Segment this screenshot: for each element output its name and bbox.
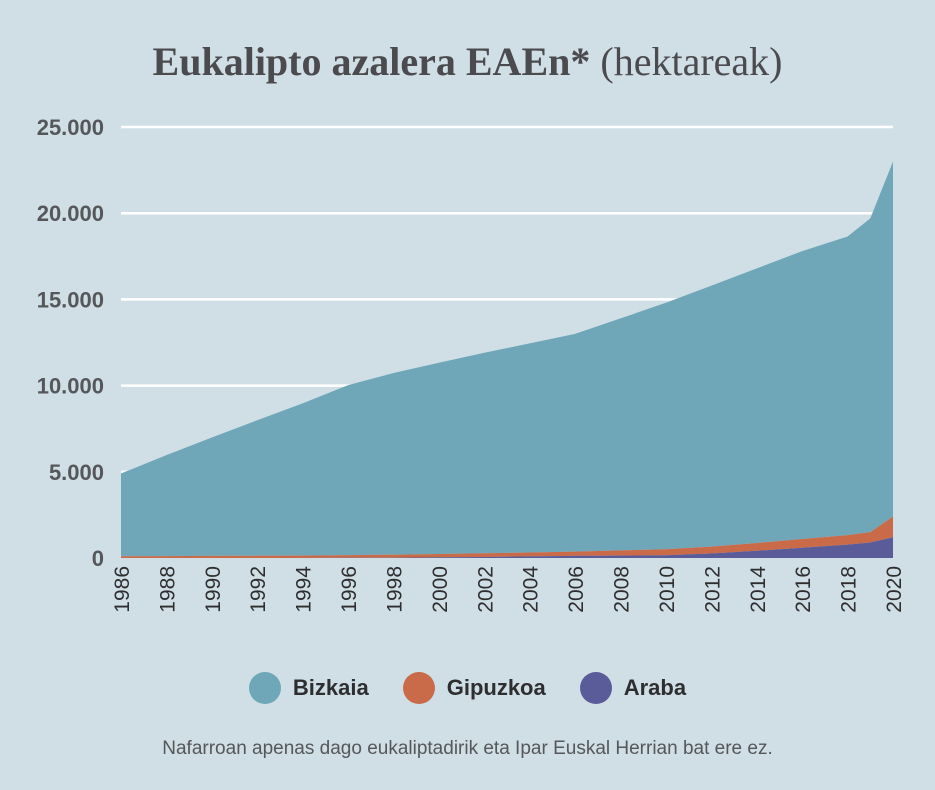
x-tick-label: 2002 (474, 566, 497, 613)
x-tick-label: 1996 (338, 566, 361, 613)
x-tick-label: 1998 (383, 566, 406, 613)
y-tick-label: 20.000 (37, 201, 104, 226)
chart-title: Eukalipto azalera EAEn* (hektareak) (0, 36, 935, 88)
chart-legend: Bizkaia Gipuzkoa Araba (0, 672, 935, 704)
legend-label-gipuzkoa: Gipuzkoa (446, 675, 546, 700)
x-tick-label: 2000 (429, 566, 452, 613)
y-tick-label: 15.000 (37, 287, 104, 312)
chart-title-main: Eukalipto azalera EAEn* (152, 39, 591, 84)
area-araba (121, 537, 893, 558)
y-tick-label: 5.000 (49, 460, 104, 485)
x-tick-label: 1986 (111, 566, 134, 613)
x-tick-label: 1988 (156, 566, 179, 613)
x-tick-label: 2020 (883, 566, 906, 613)
x-tick-label: 2006 (565, 566, 588, 613)
legend-item-bizkaia: Bizkaia (248, 672, 369, 704)
stacked-areas (121, 161, 893, 558)
x-tick-label: 2008 (611, 566, 634, 613)
x-tick-label: 2004 (520, 566, 543, 613)
x-tick-label: 2018 (838, 566, 861, 613)
y-axis-tick-labels: 0 5.000 10.000 15.000 20.000 25.000 (37, 115, 104, 571)
x-axis-tick-labels: 1986 1988 1990 1992 1994 1996 1998 2000 2002 2004… (111, 566, 906, 613)
x-tick-label: 2016 (792, 566, 815, 613)
area-gipuzkoa (121, 516, 893, 558)
legend-label-bizkaia: Bizkaia (292, 675, 369, 700)
legend-label-araba: Araba (623, 675, 687, 700)
x-tick-label: 2014 (747, 566, 770, 613)
chart-title-unit: (hektareak) (600, 39, 783, 84)
legend-item-araba: Araba (579, 672, 687, 704)
y-tick-label: 0 (92, 546, 104, 571)
x-tick-label: 2010 (656, 566, 679, 613)
legend-swatch-gipuzkoa (402, 672, 435, 704)
x-tick-label: 2012 (701, 566, 724, 613)
legend-swatch-bizkaia (248, 672, 281, 704)
x-tick-label: 1990 (202, 566, 225, 613)
legend-item-gipuzkoa: Gipuzkoa (402, 672, 546, 704)
footnote: Nafarroan apenas dago eukaliptadirik eta… (162, 738, 773, 759)
legend-swatch-araba (579, 672, 612, 704)
x-tick-label: 1992 (247, 566, 270, 613)
area-bizkaia (121, 161, 893, 557)
y-tick-label: 25.000 (37, 115, 104, 140)
y-tick-label: 10.000 (37, 374, 104, 399)
x-tick-label: 1994 (293, 566, 316, 613)
